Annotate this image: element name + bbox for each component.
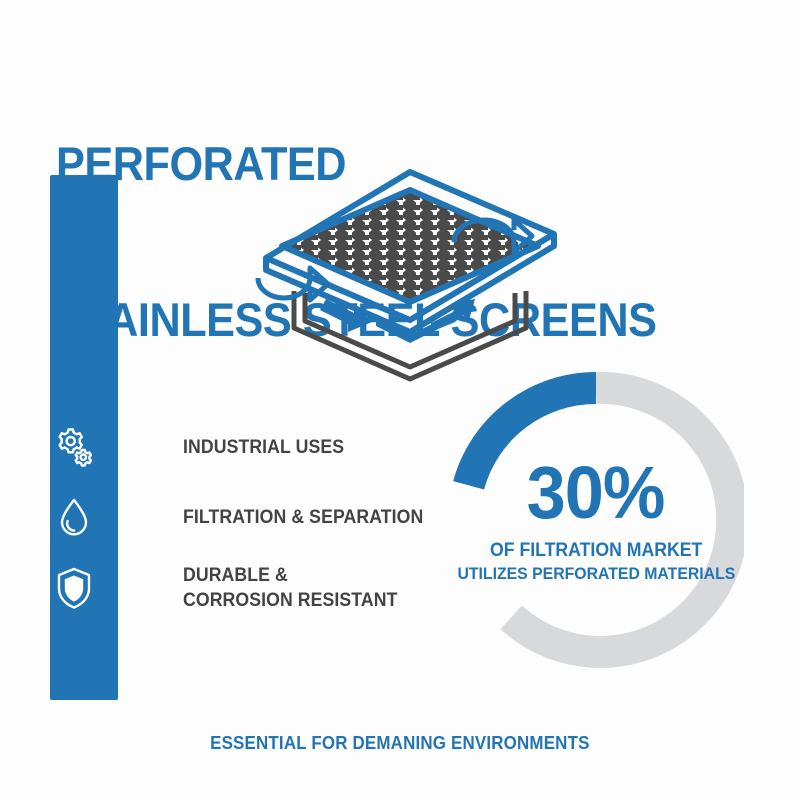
droplet-icon [40,488,108,546]
screen-frame [263,169,557,323]
feature-label-line-1: INDUSTRIAL USES [183,436,345,458]
feature-label: FILTRATION & SEPARATION [183,505,423,530]
perforated-screen-illustration [250,160,570,390]
feature-label-line-2: CORROSION RESISTANT [183,590,398,611]
feature-item-filtration-separation[interactable]: FILTRATION & SEPARATION [50,488,450,546]
feature-item-durable-corrosion-resistant[interactable]: DURABLE & CORROSION RESISTANT [50,556,450,620]
shield-icon [40,559,108,617]
donut-value-segment [453,372,597,490]
feature-label: INDUSTRIAL USES [183,435,344,460]
screen-frame-sides [263,234,557,335]
flow-arrows [320,299,475,343]
feature-label-line-1: FILTRATION & SEPARATION [183,506,424,528]
curved-arrow-right [451,217,535,255]
donut-chart: 30% OF FILTRATION MARKET UTILIZES PERFOR… [448,372,744,668]
feature-item-industrial-uses[interactable]: INDUSTRIAL USES [50,418,450,476]
donut-track-segment [500,372,744,668]
curved-arrow-left [255,265,331,303]
footer-tagline: ESSENTIAL FOR DEMANING ENVIRONMENTS [0,733,800,754]
feature-label-line-1: DURABLE & [183,565,288,586]
feature-label: DURABLE & CORROSION RESISTANT [183,563,397,613]
gears-icon [40,418,108,476]
footer-tagline-text: ESSENTIAL FOR DEMANING ENVIRONMENTS [210,733,590,753]
tray-frame [291,291,529,382]
